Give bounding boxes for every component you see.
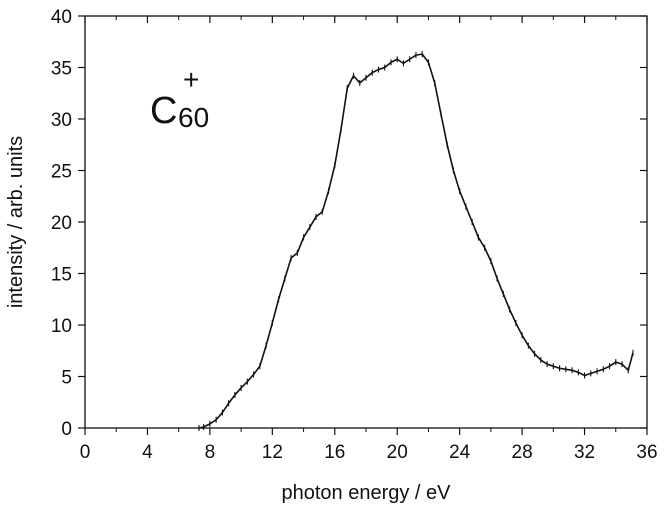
x-tick-label: 16 — [324, 442, 345, 463]
x-tick-label: 4 — [142, 442, 153, 463]
axes-layer — [78, 15, 648, 435]
y-tick-label: 25 — [51, 162, 72, 183]
y-tick-label: 20 — [51, 213, 72, 234]
y-tick-label: 35 — [51, 59, 72, 80]
y-tick-label: 15 — [51, 265, 72, 286]
y-tick-label: 40 — [51, 7, 72, 28]
label-layer: 0 4 8 12 16 20 24 28 32 36 0 5 10 15 20 25 30 35 40 photon … — [5, 7, 658, 504]
y-tick-label: 10 — [51, 316, 72, 337]
x-axis-title: photon energy / eV — [281, 482, 451, 504]
x-tick-label: 28 — [512, 442, 533, 463]
x-tick-label: 24 — [449, 442, 471, 463]
series-line — [198, 53, 634, 429]
x-tick-label: 0 — [80, 442, 91, 463]
x-tick-label: 20 — [387, 442, 408, 463]
annotation-subscript: 60 — [178, 102, 209, 133]
y-tick-label: 5 — [61, 368, 72, 389]
x-tick-label: 12 — [262, 442, 283, 463]
annotation-label: C — [150, 90, 177, 132]
x-tick-label: 8 — [205, 442, 216, 463]
annotation-superscript: + — [183, 64, 199, 95]
y-axis-title: intensity / arb. units — [5, 136, 27, 308]
series-layer — [198, 51, 634, 431]
y-tick-label: 30 — [51, 110, 72, 131]
y-tick-label: 0 — [61, 419, 72, 440]
x-tick-label: 32 — [574, 442, 595, 463]
x-tick-label: 36 — [636, 442, 657, 463]
